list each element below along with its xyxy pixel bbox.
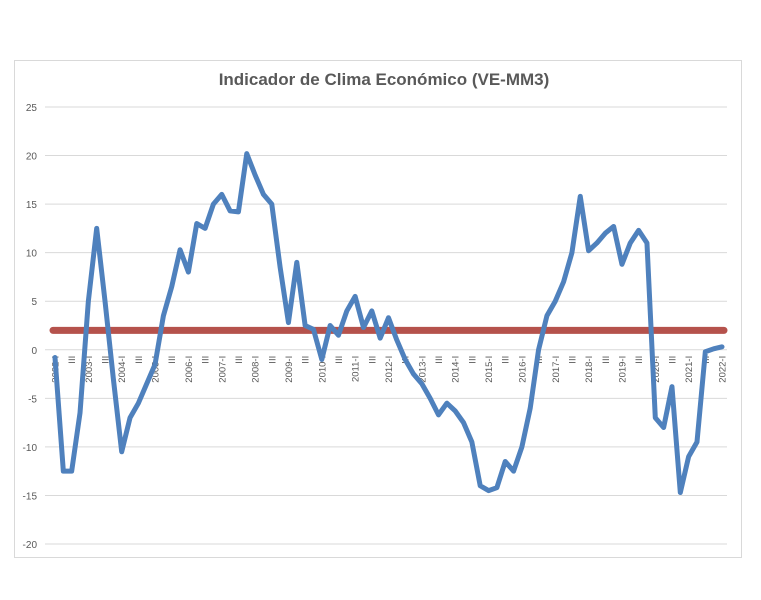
chart-frame bbox=[14, 60, 742, 558]
x-tick-label: III bbox=[234, 356, 245, 364]
x-tick-label: III bbox=[267, 356, 278, 364]
y-tick-label: -20 bbox=[23, 540, 38, 551]
x-tick-label: 2022-I bbox=[718, 356, 729, 383]
x-tick-label: 2018-I bbox=[584, 356, 595, 383]
x-tick-label: 2012-I bbox=[384, 356, 395, 383]
x-tick-label: 2016-I bbox=[517, 356, 528, 383]
x-tick-label: 2020-I bbox=[651, 356, 662, 383]
x-tick-label: III bbox=[467, 356, 478, 364]
y-tick-label: -5 bbox=[28, 394, 37, 405]
x-tick-label: 2005-I bbox=[151, 356, 162, 383]
x-tick-label: III bbox=[67, 356, 78, 364]
x-tick-label: III bbox=[601, 356, 612, 364]
x-tick-label: 2014-I bbox=[451, 356, 462, 383]
y-tick-label: 10 bbox=[26, 249, 38, 260]
x-tick-label: 2006-I bbox=[184, 356, 195, 383]
y-tick-label: 15 bbox=[26, 200, 38, 211]
x-tick-label: III bbox=[334, 356, 345, 364]
x-tick-label: 2004-I bbox=[117, 356, 128, 383]
x-tick-label: III bbox=[101, 356, 112, 364]
x-tick-label: III bbox=[667, 356, 678, 364]
x-tick-label: III bbox=[367, 356, 378, 364]
y-tick-label: 0 bbox=[31, 346, 37, 357]
x-tick-label: 2009-I bbox=[284, 356, 295, 383]
x-tick-label: 2017-I bbox=[551, 356, 562, 383]
x-tick-label: III bbox=[501, 356, 512, 364]
y-tick-label: 20 bbox=[26, 152, 38, 163]
x-tick-label: III bbox=[434, 356, 445, 364]
y-tick-label: 25 bbox=[26, 103, 38, 114]
x-tick-label: 2021-I bbox=[684, 356, 695, 383]
x-tick-label: III bbox=[301, 356, 312, 364]
y-tick-label: -10 bbox=[23, 443, 38, 454]
x-tick-label: III bbox=[167, 356, 178, 364]
y-tick-label: 5 bbox=[31, 297, 37, 308]
chart-title: Indicador de Clima Económico (VE-MM3) bbox=[218, 70, 550, 89]
x-tick-label: 2010-I bbox=[317, 356, 328, 383]
x-tick-label: 2008-I bbox=[251, 356, 262, 383]
x-tick-label: 2015-I bbox=[484, 356, 495, 383]
x-tick-label: 2007-I bbox=[217, 356, 228, 383]
x-tick-label: III bbox=[201, 356, 212, 364]
x-tick-label: III bbox=[634, 356, 645, 364]
x-tick-label: 2013-I bbox=[417, 356, 428, 383]
x-tick-label: 2019-I bbox=[617, 356, 628, 383]
x-tick-label: III bbox=[134, 356, 145, 364]
y-tick-label: -15 bbox=[23, 491, 38, 502]
x-tick-label: 2011-I bbox=[351, 356, 362, 382]
x-tick-label: III bbox=[567, 356, 578, 364]
x-tick-label: 2003-I bbox=[84, 356, 95, 383]
